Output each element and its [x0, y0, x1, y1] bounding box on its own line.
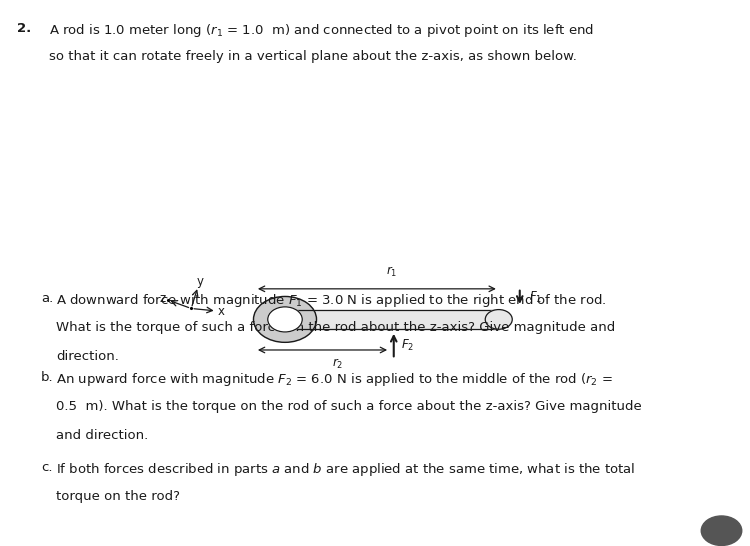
Text: torque on the rod?: torque on the rod?	[56, 490, 180, 503]
Circle shape	[268, 307, 302, 332]
Bar	[296, 310, 499, 329]
Text: $r_1$: $r_1$	[386, 265, 398, 279]
Text: so that it can rotate freely in a vertical plane about the z-axis, as shown belo: so that it can rotate freely in a vertic…	[49, 50, 577, 63]
Text: A downward force with magnitude $F_1$ = 3.0 N is applied to the right end of the: A downward force with magnitude $F_1$ = …	[56, 292, 607, 309]
Text: a.: a.	[41, 292, 53, 305]
Text: and direction.: and direction.	[56, 429, 148, 442]
Text: z: z	[160, 292, 166, 305]
Text: If both forces described in parts $a$ and $b$ are applied at the same time, what: If both forces described in parts $a$ an…	[56, 461, 636, 478]
Text: What is the torque of such a force on the rod about the z-axis? Give magnitude a: What is the torque of such a force on th…	[56, 321, 616, 334]
Circle shape	[701, 516, 742, 545]
Text: $r_2$: $r_2$	[332, 357, 344, 371]
Text: A rod is 1.0 meter long ($r_1$ = 1.0  m) and connected to a pivot point on its l: A rod is 1.0 meter long ($r_1$ = 1.0 m) …	[49, 22, 594, 39]
Text: x: x	[218, 305, 225, 318]
Text: An upward force with magnitude $F_2$ = 6.0 N is applied to the middle of the rod: An upward force with magnitude $F_2$ = 6…	[56, 371, 614, 388]
Text: 2.: 2.	[16, 22, 31, 35]
Text: 0.5  m). What is the torque on the rod of such a force about the z-axis? Give ma: 0.5 m). What is the torque on the rod of…	[56, 400, 642, 413]
Text: c.: c.	[41, 461, 53, 474]
Text: y: y	[196, 275, 203, 288]
Text: direction.: direction.	[56, 350, 119, 363]
Text: b.: b.	[41, 371, 54, 384]
Circle shape	[254, 296, 316, 342]
Text: $F_1$: $F_1$	[529, 290, 542, 305]
Text: $F_2$: $F_2$	[401, 337, 415, 353]
Circle shape	[485, 310, 512, 329]
